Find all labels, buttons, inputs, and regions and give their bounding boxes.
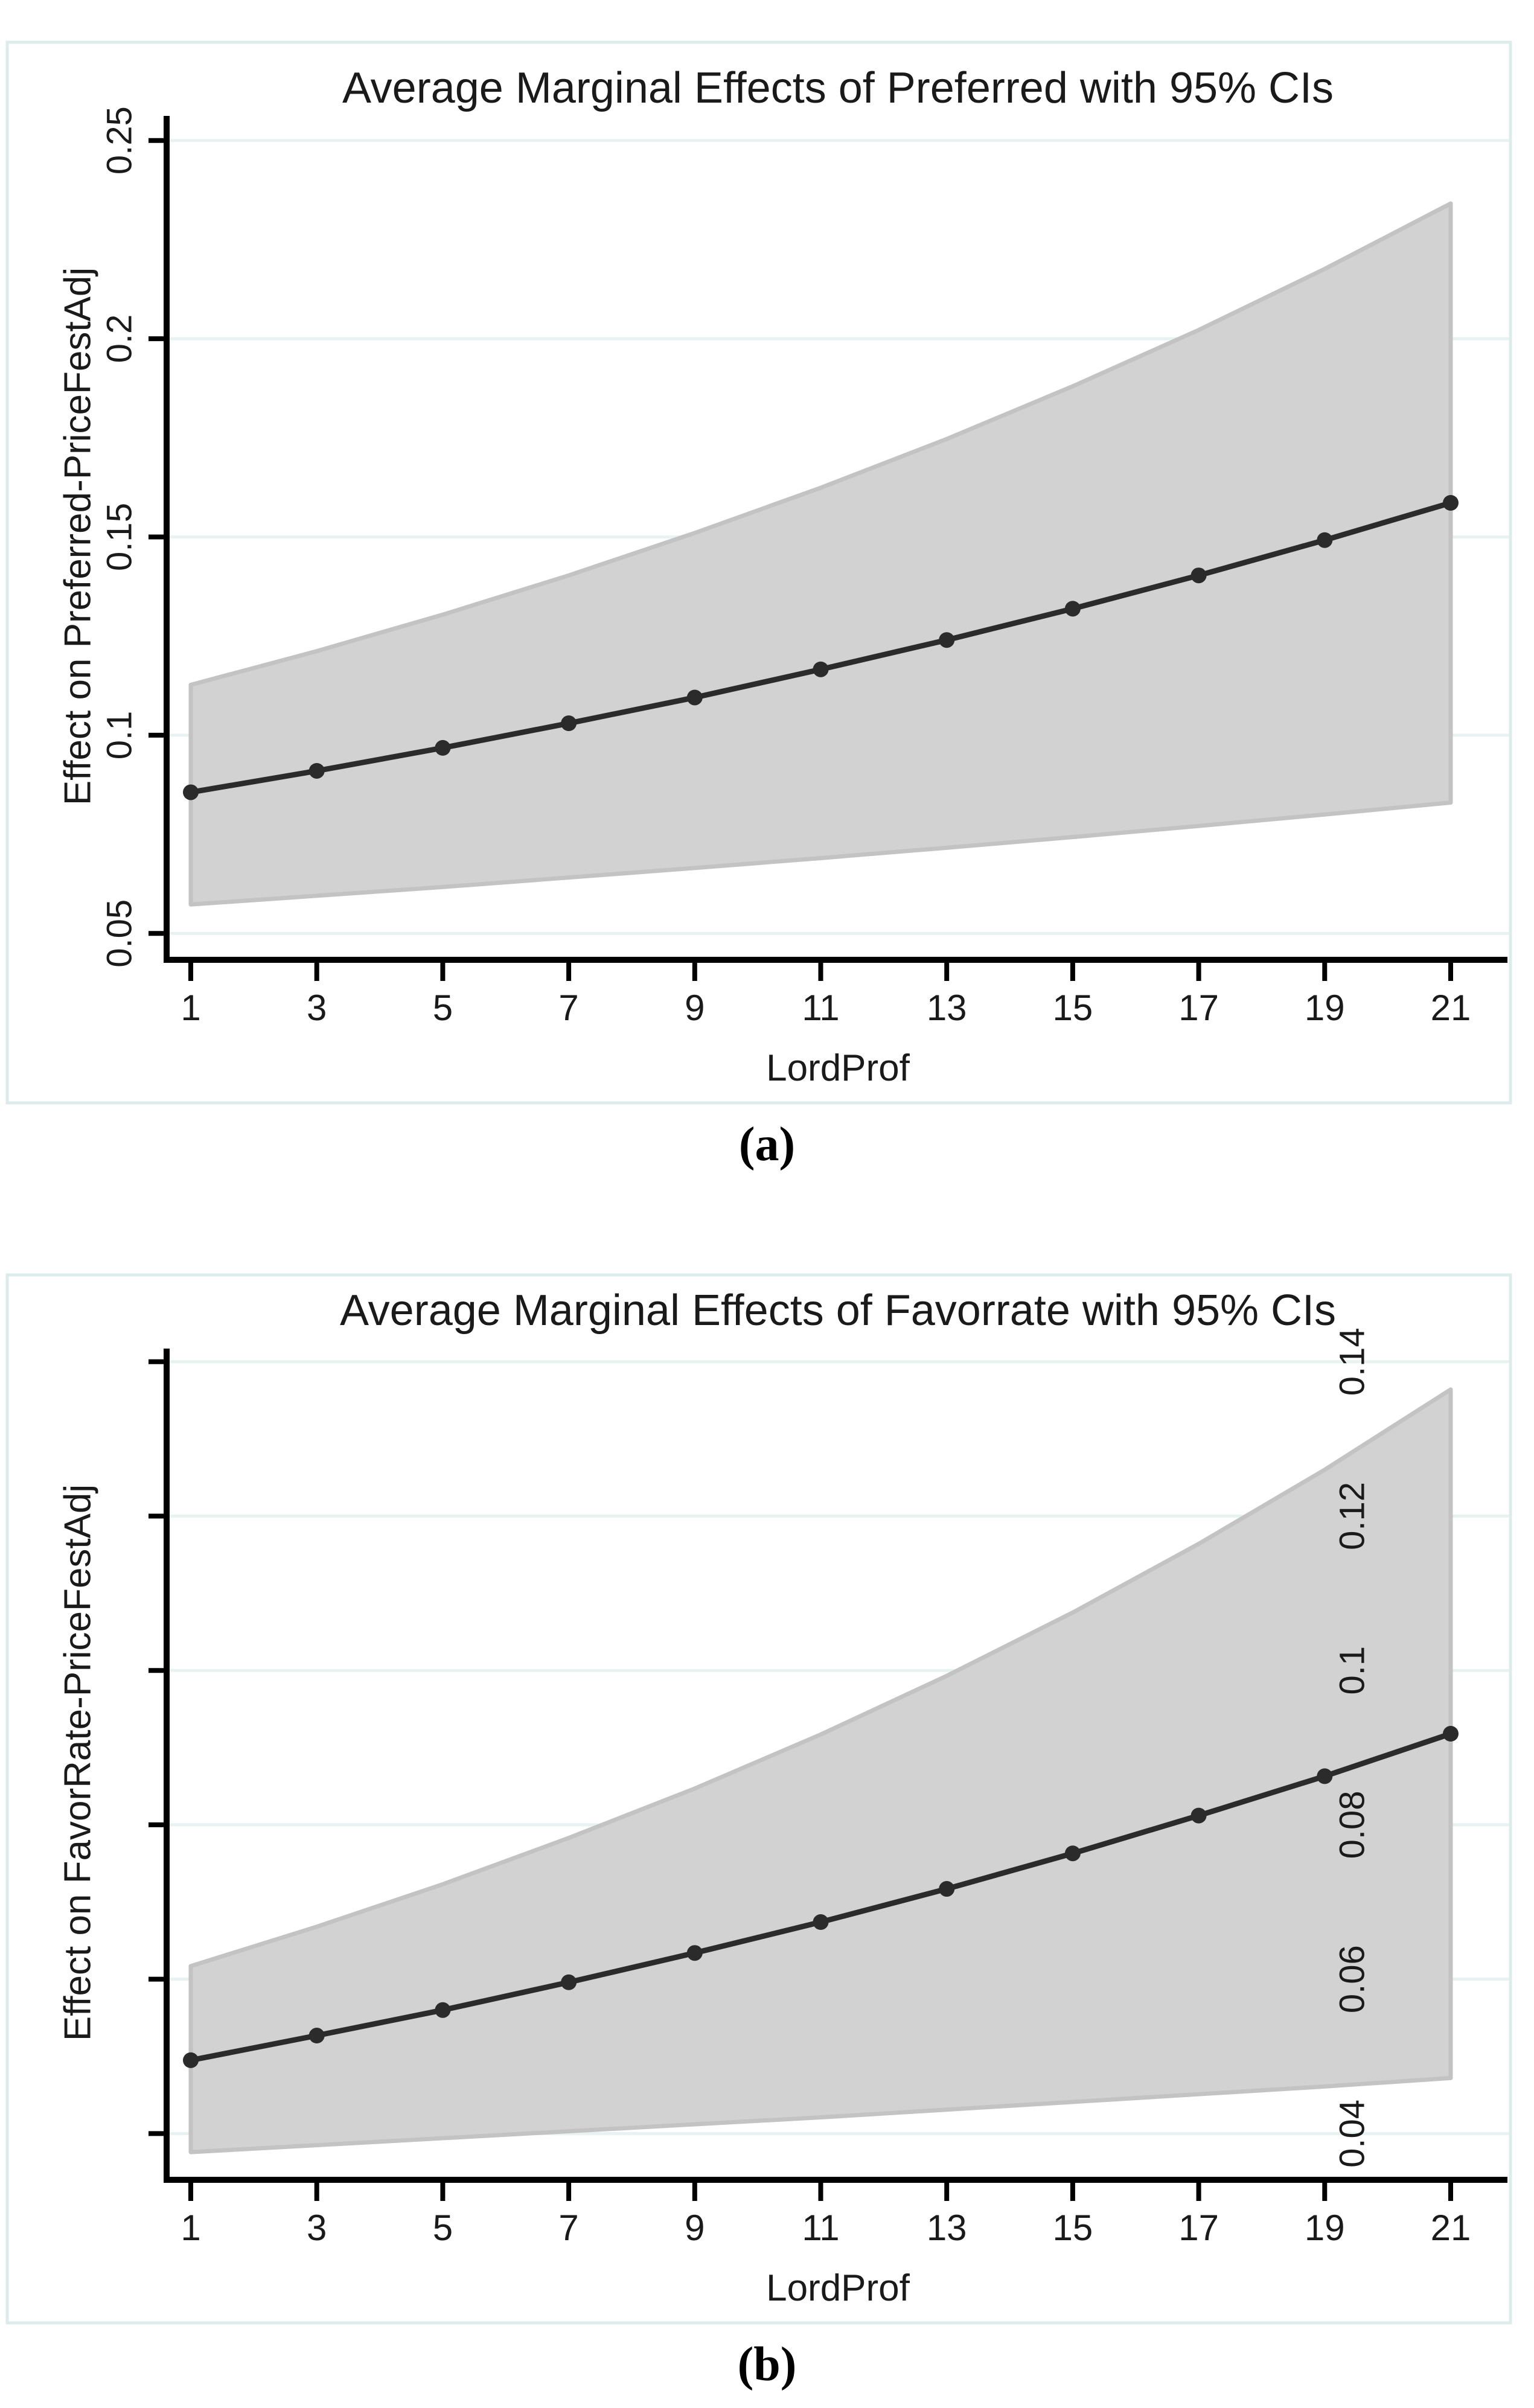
x-tick-label: 21	[1431, 2208, 1471, 2248]
y-tick-label: 0.2	[100, 315, 139, 363]
y-tick-label: 0.1	[100, 711, 139, 760]
data-point-x3	[308, 762, 325, 779]
chart-panel-a: 0.050.10.150.20.251 3 5 7 9 11 13 15 17 19 21Avera…	[5, 40, 1512, 1105]
data-point-x11	[813, 1914, 829, 1931]
chart-title: Average Marginal Effects of Preferred wi…	[342, 64, 1334, 112]
data-point-x17	[1190, 1807, 1207, 1824]
panel-border	[5, 1273, 1512, 2325]
chart-title: Average Marginal Effects of Favorrate wi…	[340, 1286, 1336, 1335]
data-point-x21	[1443, 1726, 1459, 1742]
x-tick-label: 21	[1431, 988, 1471, 1028]
data-point-x5	[435, 739, 451, 756]
x-tick-label: 13	[927, 2208, 967, 2248]
panel-a-caption: (a)	[738, 1118, 796, 1171]
y-tick-label: 0.08	[1332, 1790, 1372, 1859]
confidence-interval-region	[188, 1387, 1453, 2154]
data-point-x3	[308, 2028, 325, 2044]
data-point-x21	[1443, 495, 1459, 511]
y-tick-label: 0.15	[100, 503, 139, 571]
y-tick-label: 0.12	[1332, 1482, 1372, 1550]
data-point-x11	[813, 661, 829, 677]
x-tick-label: 15	[1053, 2208, 1093, 2248]
x-tick-label: 1	[181, 2208, 200, 2248]
x-tick-label: 13	[927, 988, 967, 1028]
x-tick-label: 19	[1305, 988, 1345, 1028]
y-tick-label: 0.05	[100, 899, 139, 968]
x-tick-label: 7	[558, 2208, 578, 2248]
y-axis-label: Effect on Preferred-PriceFestAdj	[57, 267, 98, 805]
y-tick-label: 0.1	[1332, 1646, 1372, 1695]
x-tick-label: 7	[558, 988, 578, 1028]
x-axis-label: LordProf	[766, 1047, 910, 1089]
y-axis-label: Effect on FavorRate-PriceFestAdj	[57, 1484, 98, 2041]
x-tick-label: 15	[1053, 988, 1093, 1028]
chart-panel-b: 0.040.060.080.10.120.141 3 5 7 9 11 13 15 17 19 21…	[5, 1273, 1512, 2325]
y-tick-label: 0.25	[100, 106, 139, 174]
x-tick-label: 5	[433, 2208, 453, 2248]
x-tick-label: 17	[1178, 2208, 1219, 2248]
data-point-x19	[1317, 1768, 1333, 1784]
data-point-x15	[1064, 601, 1081, 617]
x-tick-label: 11	[802, 988, 839, 1028]
panel-b-caption: (b)	[737, 2338, 797, 2391]
x-tick-label: 3	[307, 2208, 327, 2248]
confidence-interval-region	[188, 201, 1453, 907]
y-tick-label: 0.04	[1332, 2100, 1372, 2168]
y-tick-label: 0.06	[1332, 1945, 1372, 2013]
data-point-x15	[1064, 1845, 1081, 1862]
panel-border	[5, 40, 1512, 1105]
x-tick-label: 9	[685, 988, 705, 1028]
x-tick-label: 17	[1178, 988, 1219, 1028]
x-axis-label: LordProf	[766, 2267, 910, 2309]
x-tick-label: 11	[802, 2208, 839, 2248]
x-tick-label: 19	[1305, 2208, 1345, 2248]
x-tick-label: 3	[307, 988, 327, 1028]
y-tick-label: 0.14	[1332, 1327, 1372, 1396]
data-point-x13	[939, 1881, 955, 1897]
x-tick-label: 5	[433, 988, 453, 1028]
data-point-x13	[939, 632, 955, 648]
data-point-x7	[561, 715, 577, 732]
data-point-x5	[435, 2002, 451, 2018]
data-point-x1	[183, 784, 199, 800]
data-point-x19	[1317, 532, 1333, 548]
data-point-x9	[686, 1945, 703, 1961]
data-point-x7	[561, 1974, 577, 1990]
data-point-x17	[1190, 567, 1207, 584]
x-tick-label: 9	[685, 2208, 705, 2248]
x-tick-label: 1	[181, 988, 200, 1028]
data-point-x1	[183, 2052, 199, 2068]
data-point-x9	[686, 689, 703, 706]
